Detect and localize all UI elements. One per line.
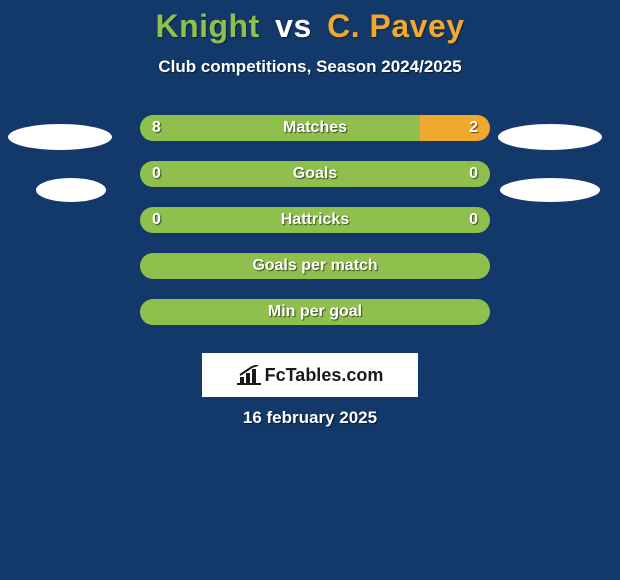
logo-text: FcTables.com [265,365,384,386]
stat-row: 00Hattricks [0,207,620,233]
stat-bar-track: Min per goal [140,299,490,325]
decorative-ellipse [500,178,600,202]
comparison-infographic: Knight vs C. Pavey Club competitions, Se… [0,0,620,580]
stat-label: Min per goal [140,299,490,325]
stat-bar-track: Goals per match [140,253,490,279]
player2-name: C. Pavey [327,8,464,44]
decorative-ellipse [36,178,106,202]
logo: FcTables.com [237,365,384,386]
stat-label: Matches [140,115,490,141]
logo-box: FcTables.com [202,353,418,397]
stat-label: Goals [140,161,490,187]
subtitle: Club competitions, Season 2024/2025 [0,57,620,77]
stat-bar-track: 82Matches [140,115,490,141]
decorative-ellipse [498,124,602,150]
date-text: 16 february 2025 [0,408,620,428]
stat-bar-track: 00Hattricks [140,207,490,233]
stat-row: Min per goal [0,299,620,325]
stat-row: Goals per match [0,253,620,279]
stat-label: Goals per match [140,253,490,279]
stat-bar-track: 00Goals [140,161,490,187]
player1-name: Knight [155,8,259,44]
decorative-ellipse [8,124,112,150]
title: Knight vs C. Pavey [0,0,620,45]
logo-chart-icon [237,365,261,385]
stat-label: Hattricks [140,207,490,233]
vs-text: vs [275,8,312,44]
